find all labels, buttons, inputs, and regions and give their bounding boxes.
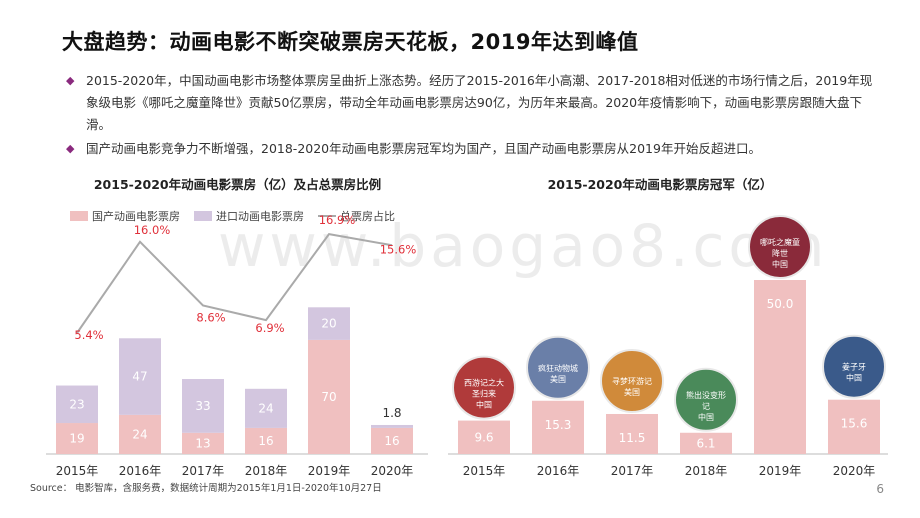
share-line-label: 16.9% xyxy=(319,213,356,227)
champion-bar-label: 15.3 xyxy=(545,418,572,432)
bar-label-domestic: 19 xyxy=(69,432,84,446)
champion-bar xyxy=(458,420,510,454)
share-line-label: 5.4% xyxy=(74,328,103,342)
bar-domestic xyxy=(371,427,413,454)
bar-imported xyxy=(119,338,161,415)
x-tick-label: 2015年 xyxy=(56,464,99,478)
bar-label-imported: 33 xyxy=(195,399,210,413)
movie-poster-icon xyxy=(526,335,590,400)
bar-domestic xyxy=(56,423,98,454)
share-line xyxy=(76,233,393,334)
x-tick-label: 2020年 xyxy=(833,464,876,478)
bar-imported xyxy=(371,424,413,428)
champion-movie-name: 降世 xyxy=(772,248,788,258)
bar-label-imported: 23 xyxy=(69,397,84,411)
page-number: 6 xyxy=(876,482,884,496)
x-tick-label: 2017年 xyxy=(182,464,225,478)
diamond-bullet-icon: ◆ xyxy=(66,142,75,155)
movie-poster-icon xyxy=(674,367,738,432)
legend-swatch-imported xyxy=(194,211,212,221)
bar-imported xyxy=(245,388,287,428)
champion-bar-label: 15.6 xyxy=(841,417,868,431)
bullet-text: 国产动画电影竞争力不断增强，2018-2020年动画电影票房冠军均为国产，且国产… xyxy=(86,141,761,156)
movie-poster-icon xyxy=(822,334,886,399)
champion-movie-origin: 中国 xyxy=(698,412,714,422)
champion-movie-origin: 中国 xyxy=(772,259,788,269)
share-line-label: 15.6% xyxy=(380,242,417,256)
x-tick-label: 2015年 xyxy=(463,464,506,478)
movie-poster-icon xyxy=(748,215,812,279)
bar-label-domestic: 70 xyxy=(321,390,336,404)
legend-item-imported: 进口动画电影票房 xyxy=(194,208,304,224)
source-note: Source： 电影智库，含服务费，数据统计周期为2015年1月1日-2020年… xyxy=(30,483,382,494)
bar-domestic xyxy=(182,432,224,454)
bar-domestic xyxy=(308,339,350,454)
x-tick-label: 2019年 xyxy=(759,464,802,478)
champion-movie-name: 姜子牙 xyxy=(842,362,866,372)
bar-label-domestic: 16 xyxy=(258,434,273,448)
bar-imported xyxy=(56,385,98,424)
bullet-text: 2015-2020年，中国动画电影市场整体票房呈曲折上涨态势。经历了2015-2… xyxy=(86,73,873,132)
bar-label-imported: 47 xyxy=(132,370,147,384)
champion-movie-name: 哪吒之魔童 xyxy=(760,237,800,247)
champion-movie-origin: 中国 xyxy=(846,373,862,383)
share-line-label: 8.6% xyxy=(196,310,225,324)
left-chart-legend: 国产动画电影票房 进口动画电影票房 总票房占比 xyxy=(70,208,395,224)
champion-movie-name: 记 xyxy=(702,402,710,411)
champion-bar xyxy=(532,400,584,454)
x-tick-label: 2018年 xyxy=(685,464,728,478)
champion-bar-label: 6.1 xyxy=(696,436,715,450)
legend-label-imported: 进口动画电影票房 xyxy=(216,210,304,223)
bar-domestic xyxy=(245,427,287,454)
champion-movie-origin: 美国 xyxy=(550,374,566,384)
legend-label-share: 总票房占比 xyxy=(340,210,395,223)
x-tick-label: 2018年 xyxy=(245,464,288,478)
champion-bar-label: 11.5 xyxy=(619,431,646,445)
x-tick-label: 2019年 xyxy=(308,464,351,478)
share-line-label: 6.9% xyxy=(255,321,284,335)
champion-bar-label: 50.0 xyxy=(767,297,794,311)
x-tick-label: 2020年 xyxy=(371,464,414,478)
champion-bar xyxy=(606,413,658,454)
bar-label-imported: 24 xyxy=(258,401,273,415)
bullet-item: ◆ 2015-2020年，中国动画电影市场整体票房呈曲折上涨态势。经历了2015… xyxy=(64,70,874,136)
x-tick-label: 2016年 xyxy=(537,464,580,478)
diamond-bullet-icon: ◆ xyxy=(66,74,75,87)
legend-label-domestic: 国产动画电影票房 xyxy=(92,210,180,223)
movie-poster-icon xyxy=(452,355,516,420)
bullet-list: ◆ 2015-2020年，中国动画电影市场整体票房呈曲折上涨态势。经历了2015… xyxy=(64,70,874,162)
champion-movie-name: 熊出没变形 xyxy=(686,390,726,400)
champion-bar-label: 9.6 xyxy=(474,430,493,444)
legend-item-domestic: 国产动画电影票房 xyxy=(70,208,180,224)
bullet-item: ◆ 国产动画电影竞争力不断增强，2018-2020年动画电影票房冠军均为国产，且… xyxy=(64,138,874,160)
bar-imported xyxy=(182,379,224,433)
bar-domestic xyxy=(119,414,161,454)
legend-swatch-domestic xyxy=(70,211,88,221)
champion-movie-origin: 中国 xyxy=(476,400,492,410)
bar-label-domestic: 24 xyxy=(132,427,147,441)
movie-poster-icon xyxy=(600,348,664,413)
x-tick-label: 2017年 xyxy=(611,464,654,478)
champion-movie-name: 疯狂动物城 xyxy=(538,363,578,373)
champion-movie-name: 寻梦环游记 xyxy=(612,376,652,386)
champion-movie-name: 圣归来 xyxy=(472,389,496,399)
x-tick-label: 2016年 xyxy=(119,464,162,478)
champion-movie-origin: 美国 xyxy=(624,387,640,397)
page-title: 大盘趋势：动画电影不断突破票房天花板，2019年达到峰值 xyxy=(62,30,639,54)
bar-imported xyxy=(308,307,350,340)
champion-bar xyxy=(754,280,806,454)
champion-bar xyxy=(828,399,880,454)
left-chart-title: 2015-2020年动画电影票房（亿）及占总票房比例 xyxy=(93,177,382,192)
bar-label-domestic: 16 xyxy=(384,434,399,448)
legend-item-share: 总票房占比 xyxy=(318,208,395,224)
share-line-label: 16.0% xyxy=(134,223,171,237)
bar-label-imported: 1.8 xyxy=(382,406,401,420)
bar-label-domestic: 13 xyxy=(195,436,210,450)
right-chart-title: 2015-2020年动画电影票房冠军（亿） xyxy=(547,177,773,192)
bar-label-imported: 20 xyxy=(321,317,336,331)
legend-swatch-share xyxy=(318,215,336,217)
champion-bar xyxy=(680,432,732,454)
champion-movie-name: 西游记之大 xyxy=(464,378,504,388)
